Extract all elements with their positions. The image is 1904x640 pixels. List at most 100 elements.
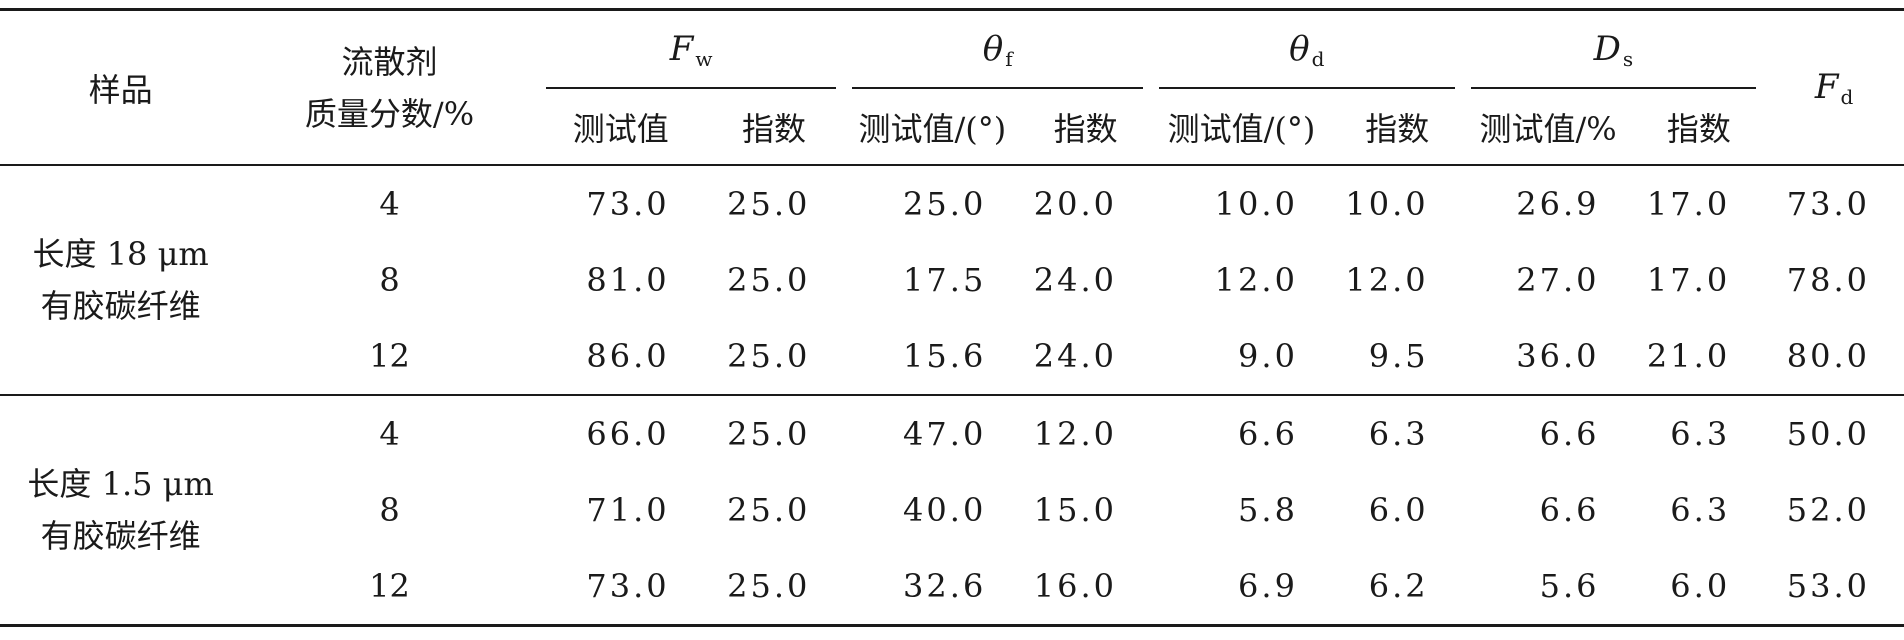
header-thetaf-test: 测试值/(°) — [844, 89, 1021, 166]
cell-fw-test: 73.0 — [586, 185, 670, 223]
cell-thetaf-index: 24.0 — [1033, 337, 1117, 375]
cell-dispersant: 8 — [379, 261, 400, 299]
cell-ds-test: 27.0 — [1516, 261, 1600, 299]
header-ds-test: 测试值/% — [1462, 89, 1634, 166]
header-thetad-subscript: d — [1311, 47, 1325, 71]
header-ds-rule — [1470, 87, 1757, 89]
group-label-18um: 长度 18 μm 有胶碳纤维 — [0, 165, 241, 395]
table-row: 长度 1.5 μm 有胶碳纤维 4 66.0 25.0 47.0 12.0 6.… — [0, 394, 1904, 627]
cell-ds-index: 17.0 — [1646, 261, 1731, 299]
group-label-1-5um-text: 长度 1.5 μm 有胶碳纤维 — [27, 458, 213, 562]
header-ds-index: 指数 — [1633, 89, 1765, 166]
header-dispersant-label: 流散剂 质量分数/% — [305, 36, 474, 140]
cell-thetad-test: 6.6 — [1150, 394, 1332, 472]
table-row: 12 86.0 25.0 15.6 24.0 9.0 9.5 36.0 21.0… — [0, 318, 1904, 395]
table-row: 8 71.0 25.0 40.0 15.0 5.8 6.0 6.6 6.3 52… — [0, 472, 1904, 548]
cell-thetaf-test: 15.6 — [903, 337, 987, 375]
header-fw-rule — [545, 87, 837, 89]
header-dispersant: 流散剂 质量分数/% — [241, 8, 538, 166]
cell-thetaf-index: 12.0 — [1020, 394, 1151, 472]
cell-fw-test: 81.0 — [586, 261, 670, 299]
cell-thetaf-index: 20.0 — [1033, 185, 1117, 223]
header-fd-subscript: d — [1840, 84, 1854, 109]
cell-fw-index: 25.0 — [727, 185, 811, 223]
group-label-line2: 有胶碳纤维 — [40, 287, 201, 325]
group-label-line1: 长度 18 μm — [32, 235, 209, 273]
cell-ds-index: 6.3 — [1633, 394, 1765, 472]
cell-fw-index: 25.0 — [703, 548, 845, 627]
header-thetaf-rule — [852, 87, 1143, 89]
cell-ds-test: 6.6 — [1462, 394, 1634, 472]
cell-fd: 53.0 — [1764, 548, 1904, 627]
cell-fw-test: 86.0 — [586, 337, 670, 375]
cell-fw-index: 25.0 — [727, 337, 811, 375]
table-row: 12 73.0 25.0 32.6 16.0 6.9 6.2 5.6 6.0 5… — [0, 548, 1904, 627]
cell-ds-test: 36.0 — [1516, 337, 1600, 375]
header-thetad-index: 指数 — [1331, 89, 1463, 166]
cell-fw-test: 71.0 — [586, 491, 670, 529]
cell-thetad-index: 6.3 — [1331, 394, 1463, 472]
cell-ds-index: 6.0 — [1633, 548, 1765, 627]
cell-fd: 80.0 — [1786, 337, 1870, 375]
cell-dispersant: 12 — [241, 548, 538, 627]
cell-ds-index: 6.3 — [1670, 491, 1731, 529]
cell-thetaf-test: 25.0 — [903, 185, 987, 223]
cell-fd: 52.0 — [1786, 491, 1870, 529]
cell-fw-index: 25.0 — [727, 491, 811, 529]
header-row-2: 测试值 指数 测试值/(°) 指数 测试值/(°) 指数 测试值/% 指数 — [0, 89, 1904, 166]
table-row: 长度 18 μm 有胶碳纤维 4 73.0 25.0 25.0 20.0 10.… — [0, 165, 1904, 325]
cell-thetad-index: 9.5 — [1368, 337, 1429, 375]
group-label-1-5um: 长度 1.5 μm 有胶碳纤维 — [0, 394, 242, 627]
header-thetaf-index: 指数 — [1020, 89, 1151, 166]
cell-thetaf-test: 40.0 — [903, 491, 987, 529]
header-thetaf-symbol: θ — [982, 29, 1004, 69]
group-label-18um-text: 长度 18 μm 有胶碳纤维 — [33, 228, 209, 332]
cell-dispersant: 8 — [379, 491, 400, 529]
cell-thetad-test: 6.9 — [1150, 548, 1332, 627]
cell-thetad-test: 12.0 — [1214, 261, 1298, 299]
header-fd-symbol: F — [1814, 66, 1839, 107]
cell-ds-test: 5.6 — [1462, 548, 1634, 627]
cell-thetaf-index: 15.0 — [1033, 491, 1117, 529]
cell-thetaf-index: 16.0 — [1020, 548, 1151, 627]
cell-thetad-index: 10.0 — [1345, 185, 1429, 223]
header-ds-symbol: D — [1593, 29, 1621, 69]
cell-thetad-test: 9.0 — [1238, 337, 1298, 375]
cell-fd: 78.0 — [1786, 261, 1870, 299]
cell-thetad-index: 6.2 — [1331, 548, 1463, 627]
cell-fd: 50.0 — [1764, 394, 1904, 472]
cell-fw-test: 66.0 — [537, 394, 704, 472]
header-dispersant-line2: 质量分数/% — [304, 94, 475, 133]
cell-thetaf-test: 32.6 — [844, 548, 1021, 627]
cell-ds-test: 6.6 — [1539, 491, 1600, 529]
cell-thetad-test: 10.0 — [1214, 185, 1298, 223]
cell-ds-test: 26.9 — [1516, 185, 1600, 223]
cell-thetad-index: 12.0 — [1345, 261, 1429, 299]
cell-fw-index: 25.0 — [727, 261, 811, 299]
header-thetad-rule — [1158, 87, 1455, 89]
cell-thetaf-test: 47.0 — [844, 394, 1021, 472]
header-fw-index: 指数 — [703, 89, 845, 166]
cell-thetad-test: 5.8 — [1238, 491, 1298, 529]
header-thetaf-subscript: f — [1005, 47, 1013, 71]
table-row: 8 81.0 25.0 17.5 24.0 12.0 12.0 27.0 17.… — [0, 242, 1904, 318]
cell-ds-index: 21.0 — [1646, 337, 1731, 375]
cell-dispersant: 4 — [379, 185, 400, 223]
group-label-line1: 长度 1.5 μm — [27, 465, 214, 503]
header-ds-subscript: s — [1622, 47, 1634, 71]
cell-thetaf-test: 17.5 — [903, 261, 987, 299]
cell-fw-test: 73.0 — [537, 548, 704, 627]
header-sample-label: 样品 — [88, 70, 153, 109]
header-sample: 样品 — [0, 8, 242, 166]
header-dispersant-line1: 流散剂 — [341, 42, 438, 81]
header-fw-subscript: w — [695, 47, 713, 71]
cell-fw-index: 25.0 — [703, 394, 845, 472]
